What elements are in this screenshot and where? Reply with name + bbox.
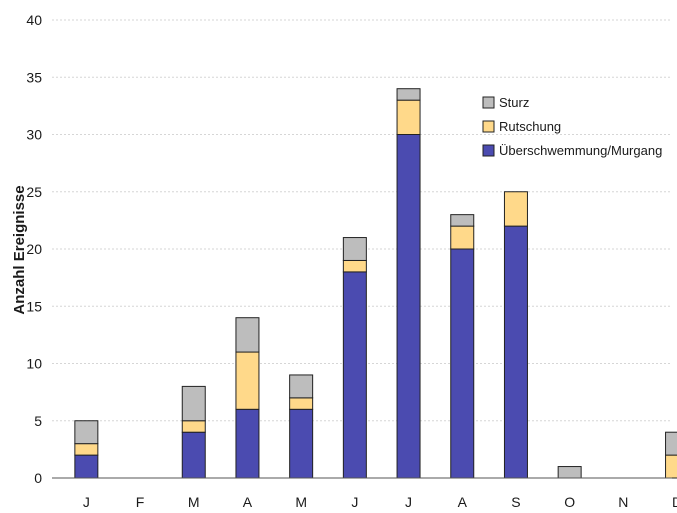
bar-segment [342, 271, 367, 479]
bar-segment [396, 88, 421, 101]
bar-segment [450, 214, 475, 227]
bar-segment [181, 431, 206, 479]
bar-segment [503, 191, 528, 227]
legend-swatch [482, 96, 495, 109]
y-tick-label: 25 [26, 184, 42, 200]
y-tick-label: 5 [34, 413, 42, 429]
bar-segment [342, 237, 367, 261]
bar-segment [289, 374, 314, 399]
y-axis-label: Anzahl Ereignisse [11, 185, 28, 314]
y-tick-labels: 0 5 10 15 20 25 30 35 40 [26, 12, 42, 486]
bar-segment [396, 99, 421, 135]
bar-segment [557, 466, 582, 479]
bar-segment [235, 351, 260, 410]
x-tick-label: J [405, 494, 412, 510]
y-tick-label: 40 [26, 12, 42, 28]
y-tick-label: 35 [26, 69, 42, 85]
y-tick-label: 20 [26, 241, 42, 257]
bar-segment [74, 454, 99, 479]
legend: Sturz Rutschung Überschwemmung/Murgang [482, 95, 662, 158]
x-tick-label: A [458, 494, 468, 510]
bar-segment [181, 385, 206, 422]
y-tick-label: 30 [26, 127, 42, 143]
x-tick-label: A [243, 494, 253, 510]
bars [74, 88, 677, 479]
bar-segment [396, 134, 421, 479]
legend-swatch [482, 144, 495, 157]
x-tick-label: O [564, 494, 575, 510]
legend-swatch [482, 120, 495, 133]
bar-segment [289, 408, 314, 479]
legend-label: Rutschung [499, 119, 561, 134]
y-tick-label: 15 [26, 298, 42, 314]
x-tick-label: F [136, 494, 145, 510]
legend-label: Überschwemmung/Murgang [499, 143, 662, 158]
bar-segment [450, 225, 475, 250]
y-tick-label: 0 [34, 470, 42, 486]
bar-segment [235, 408, 260, 479]
bar-segment [450, 248, 475, 479]
x-tick-labels: JFMAMJJASOND [83, 494, 677, 510]
bar-segment [235, 317, 260, 353]
bar-segment [74, 443, 99, 456]
x-tick-label: M [188, 494, 200, 510]
bar-segment [342, 259, 367, 273]
x-tick-label: S [511, 494, 520, 510]
bar-segment [289, 397, 314, 410]
legend-label: Sturz [499, 95, 529, 110]
x-tick-label: J [351, 494, 358, 510]
bar-segment [665, 431, 677, 456]
bar-segment [665, 454, 677, 479]
bar-segment [74, 420, 99, 445]
x-tick-label: N [618, 494, 628, 510]
x-tick-label: M [295, 494, 307, 510]
bar-segment [503, 225, 528, 479]
x-tick-label: J [83, 494, 90, 510]
x-tick-label: D [672, 494, 677, 510]
bar-segment [181, 420, 206, 433]
y-tick-label: 10 [26, 356, 42, 372]
